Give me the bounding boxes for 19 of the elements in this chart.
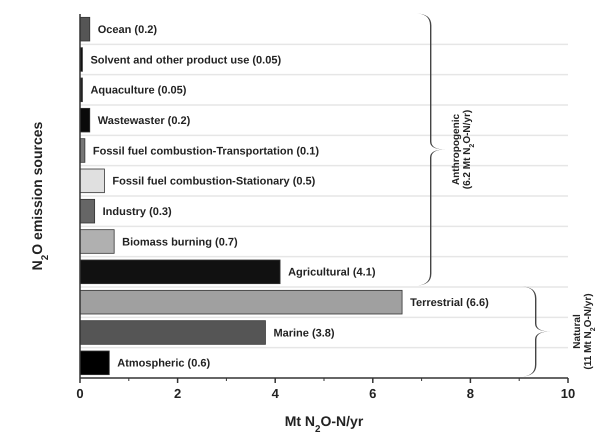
- y-tick-label: Agricultural (4.1): [288, 266, 376, 279]
- y-tick-label: Biomass burning (0.7): [122, 236, 238, 248]
- y-tick-label: Marine (3.8): [273, 327, 335, 340]
- x-tick-label: 10: [560, 386, 576, 401]
- y-tick-label: Industry (0.3): [102, 206, 172, 218]
- x-tick-label: 6: [369, 386, 376, 401]
- y-tick-label: Wastewaster (0.2): [98, 115, 191, 128]
- x-tick-label: 4: [272, 386, 280, 401]
- y-tick-label: Ocean (0.2): [98, 24, 158, 36]
- y-tick-label: Solvent and other product use (0.05): [90, 54, 282, 66]
- x-tick-label: 0: [76, 386, 84, 401]
- y-tick-label: Atmospheric (0.6): [117, 358, 211, 370]
- y-tick-label: Terrestrial (6.6): [410, 297, 490, 310]
- x-axis-title: Mt N$_{2}$O-N/yr: [284, 413, 364, 434]
- x-tick-label: 2: [174, 386, 182, 401]
- y-tick-label: Fossil fuel combustion-Stationary (0.5): [112, 176, 316, 188]
- y-tick-label: Aquaculture (0.05): [90, 84, 187, 97]
- x-tick-label: 8: [466, 386, 474, 401]
- y-tick-label: Fossil fuel combustion-Transportation (0.1): [92, 145, 320, 158]
